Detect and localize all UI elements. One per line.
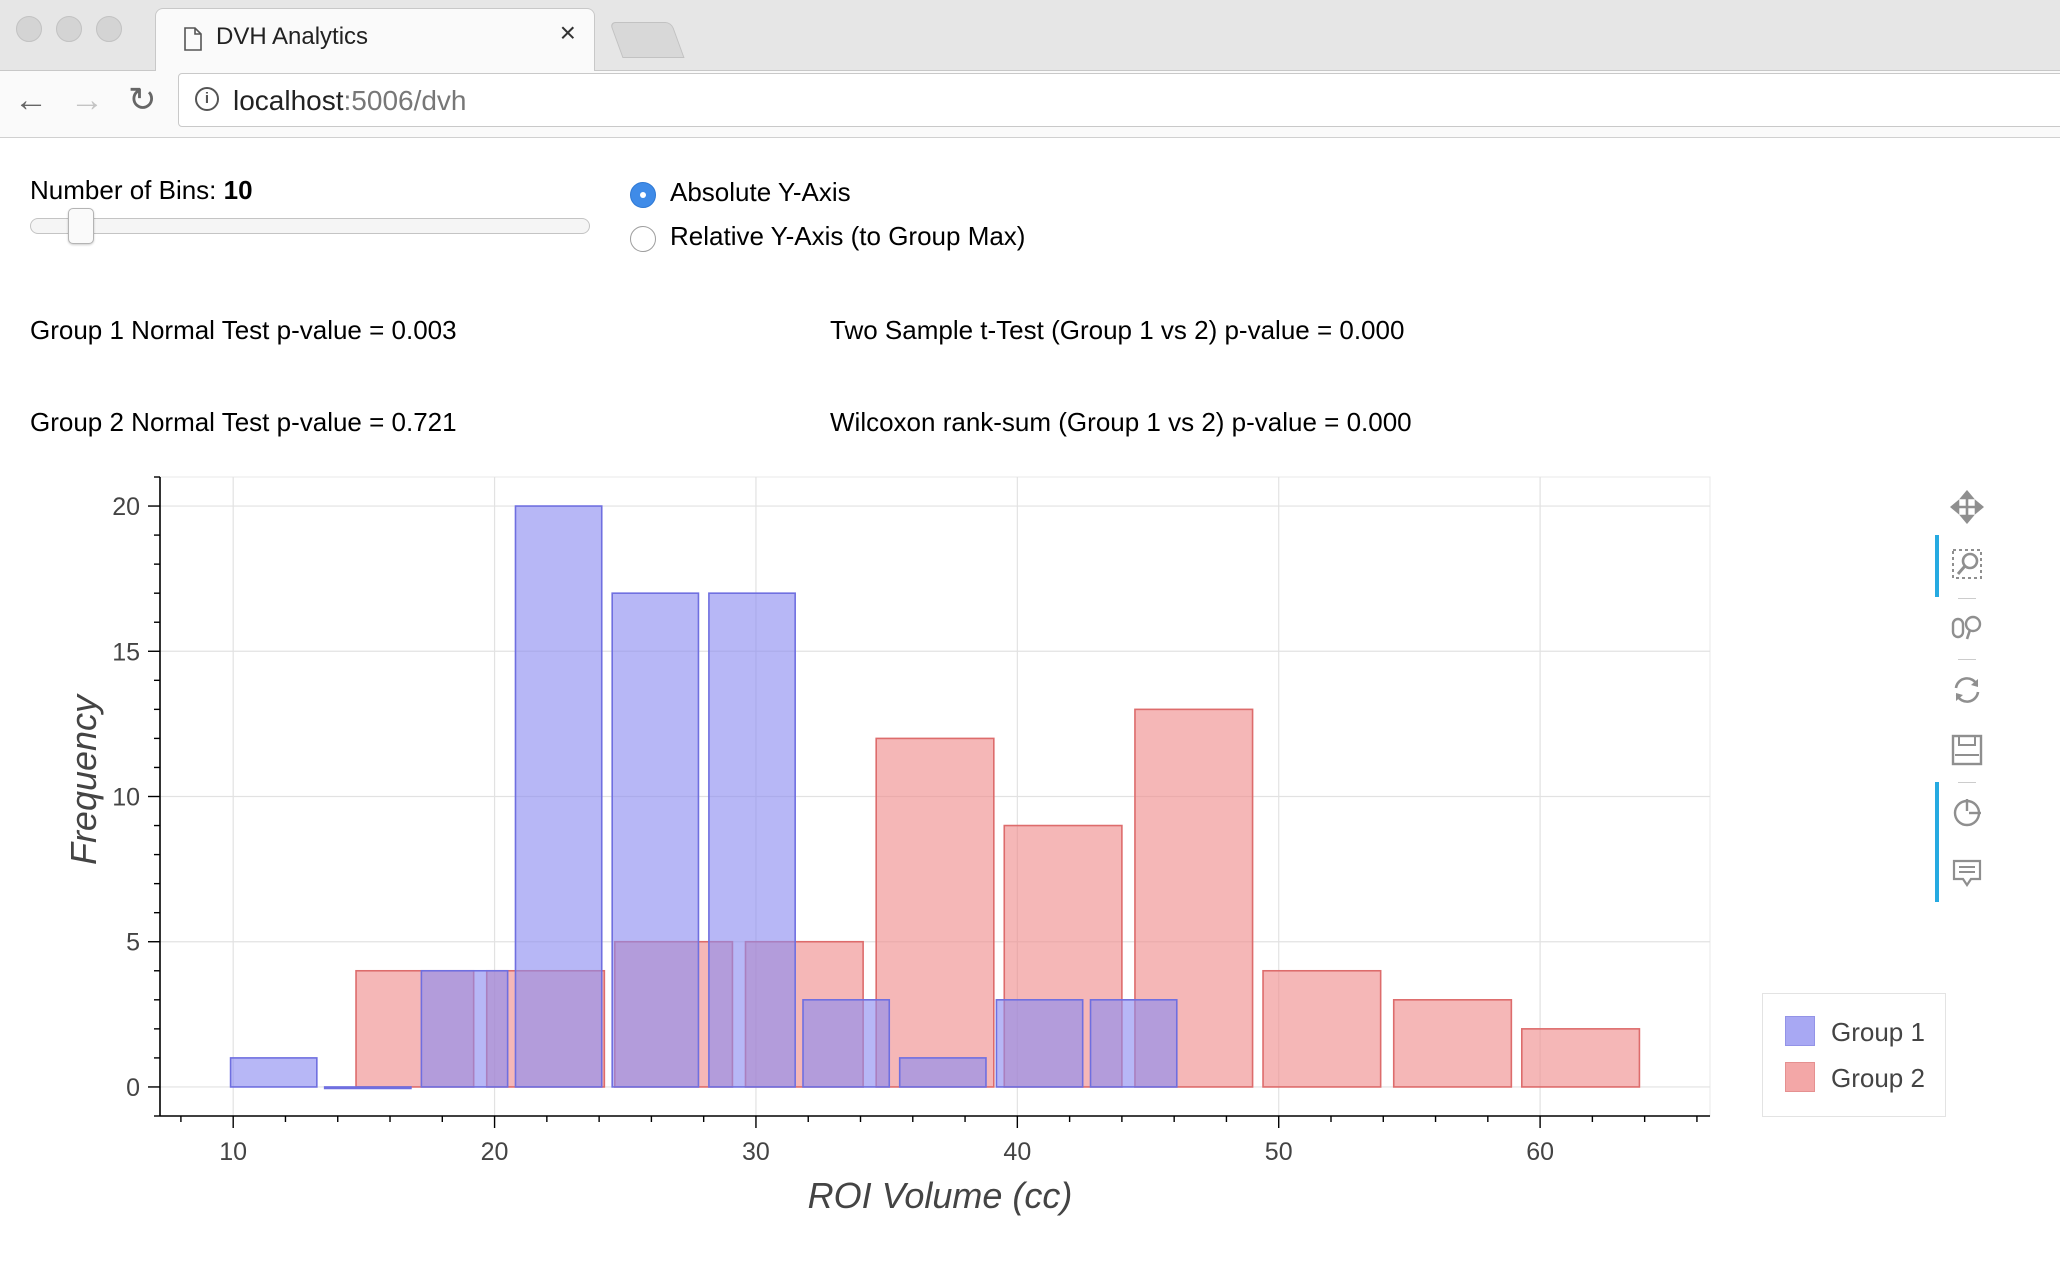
bins-label-text: Number of Bins: xyxy=(30,175,224,205)
url-host: localhost xyxy=(233,85,344,116)
hover-icon[interactable] xyxy=(1950,856,1984,890)
bins-slider-track[interactable] xyxy=(30,218,590,234)
forward-icon[interactable]: → xyxy=(70,81,104,119)
toolbar-separator xyxy=(1958,782,1976,783)
url-text: localhost:5006/dvh xyxy=(233,85,467,117)
browser-tab[interactable]: DVH Analytics × xyxy=(155,8,595,71)
x-tick-label: 30 xyxy=(742,1138,770,1166)
window-minimize-button[interactable] xyxy=(56,16,82,42)
save-icon[interactable] xyxy=(1950,733,1984,767)
t-test-result: Two Sample t-Test (Group 1 vs 2) p-value… xyxy=(830,315,1405,345)
x-tick-label: 50 xyxy=(1265,1138,1293,1166)
y-tick-label: 10 xyxy=(112,784,140,812)
reload-icon[interactable]: ↻ xyxy=(128,81,157,119)
group1-bar xyxy=(514,505,603,1088)
bins-value: 10 xyxy=(223,175,253,205)
y-tick-label: 0 xyxy=(126,1074,140,1102)
group2-bar xyxy=(1262,969,1382,1088)
active-inspector-indicator xyxy=(1935,782,1939,902)
pan-icon[interactable] xyxy=(1950,490,1984,524)
y-tick-label: 20 xyxy=(112,493,140,521)
y-tick-label: 15 xyxy=(112,638,140,666)
crosshair-icon[interactable] xyxy=(1950,796,1984,830)
y-axis-label: Frequency xyxy=(63,693,104,865)
absolute-y-axis-radio[interactable] xyxy=(630,182,656,208)
group2-bar xyxy=(1392,999,1513,1088)
toolbar-separator xyxy=(1958,598,1976,599)
tab-title: DVH Analytics xyxy=(216,23,369,50)
window-close-button[interactable] xyxy=(16,16,42,42)
axes: 10 20 30 40 50 60 0 5 10 15 20 xyxy=(112,476,1710,1166)
group1-bar xyxy=(420,969,509,1088)
site-info-icon[interactable]: i xyxy=(195,87,219,111)
url-path: :5006/dvh xyxy=(343,85,467,116)
group1-bar xyxy=(1089,999,1178,1088)
group1-bar xyxy=(898,1057,987,1088)
bins-slider-label: Number of Bins: 10 xyxy=(30,175,253,206)
back-icon[interactable]: ← xyxy=(14,81,48,119)
group1-bar xyxy=(229,1057,318,1088)
relative-y-axis-radio[interactable] xyxy=(630,226,656,252)
box-zoom-icon[interactable] xyxy=(1950,547,1984,581)
legend-label-group1: Group 1 xyxy=(1831,1017,1925,1047)
group1-bar xyxy=(708,592,796,1088)
bins-slider-handle[interactable] xyxy=(68,208,94,244)
window-maximize-button[interactable] xyxy=(96,16,122,42)
group1-normal-test: Group 1 Normal Test p-value = 0.003 xyxy=(30,315,457,345)
y-tick-label: 5 xyxy=(126,929,140,957)
relative-y-axis-label[interactable]: Relative Y-Axis (to Group Max) xyxy=(670,221,1026,251)
reset-icon[interactable] xyxy=(1950,673,1984,707)
x-tick-label: 40 xyxy=(1003,1138,1031,1166)
legend-swatch-group2 xyxy=(1785,1062,1815,1092)
group1-bar xyxy=(995,999,1084,1088)
group1-bar xyxy=(323,1086,412,1090)
wheel-zoom-icon[interactable] xyxy=(1950,611,1984,645)
legend-swatch-group1 xyxy=(1785,1016,1815,1046)
toolbar-separator xyxy=(1958,659,1976,660)
x-tick-label: 10 xyxy=(219,1138,247,1166)
browser-tab-bar: DVH Analytics × xyxy=(0,0,2060,71)
group2-normal-test: Group 2 Normal Test p-value = 0.721 xyxy=(30,407,457,437)
group1-bar xyxy=(802,999,891,1088)
group1-bar xyxy=(611,592,700,1088)
group2-bar xyxy=(1521,1028,1641,1088)
browser-toolbar: ← → ↻ i localhost:5006/dvh xyxy=(0,71,2060,138)
address-bar[interactable]: i localhost:5006/dvh xyxy=(178,73,2060,127)
active-tool-indicator xyxy=(1935,535,1939,597)
x-axis-label: ROI Volume (cc) xyxy=(808,1175,1073,1216)
rank-sum-result: Wilcoxon rank-sum (Group 1 vs 2) p-value… xyxy=(830,407,1412,437)
chart-legend: Group 1 Group 2 xyxy=(1762,993,1946,1117)
x-tick-label: 20 xyxy=(481,1138,509,1166)
group1-bars xyxy=(229,505,1178,1090)
absolute-y-axis-label[interactable]: Absolute Y-Axis xyxy=(670,177,851,207)
page-icon xyxy=(184,27,202,51)
x-tick-label: 60 xyxy=(1526,1138,1554,1166)
tab-close-icon[interactable]: × xyxy=(559,17,576,48)
group2-bar xyxy=(875,737,995,1088)
legend-label-group2: Group 2 xyxy=(1831,1063,1925,1093)
